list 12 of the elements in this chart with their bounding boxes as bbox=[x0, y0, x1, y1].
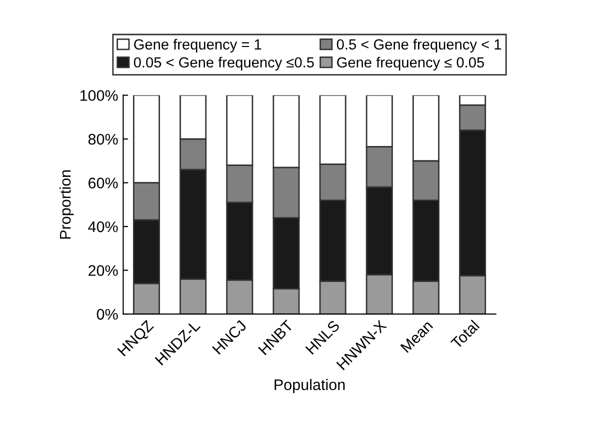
y-tick-label: 60% bbox=[88, 178, 118, 188]
x-axis-title: Population bbox=[274, 378, 345, 394]
y-tick-label: 100% bbox=[80, 90, 118, 101]
legend-label: 0.05 < Gene frequency ≤0.5 bbox=[134, 56, 314, 70]
y-tick-label: 40% bbox=[88, 221, 118, 232]
legend-label: 0.5 < Gene frequency < 1 bbox=[336, 38, 502, 52]
y-tick-label: 0% bbox=[96, 308, 118, 320]
y-tick-label: 80% bbox=[88, 134, 118, 145]
legend-label: Gene frequency = 1 bbox=[134, 38, 262, 52]
y-axis-title: Proportion bbox=[59, 170, 74, 239]
legend-label: Gene frequency ≤ 0.05 bbox=[337, 56, 484, 70]
y-tick-label: 20% bbox=[88, 265, 118, 276]
